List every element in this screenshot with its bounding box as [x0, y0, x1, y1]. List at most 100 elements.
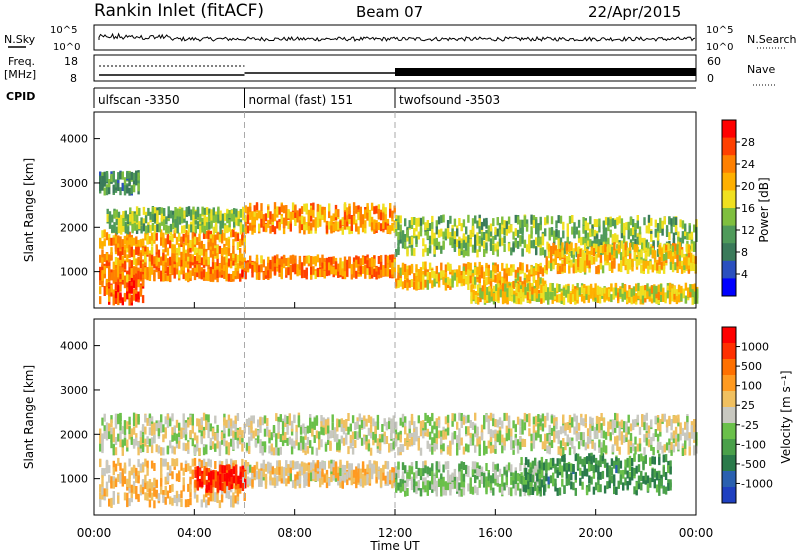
scatter-cell: [200, 240, 203, 249]
scatter-cell: [446, 482, 450, 491]
scatter-cell: [218, 500, 222, 509]
scatter-cell: [182, 233, 185, 242]
scatter-cell: [110, 434, 113, 443]
scatter-cell: [305, 222, 308, 231]
scatter-cell: [343, 271, 347, 280]
scatter-cell: [117, 177, 120, 186]
scatter-cell: [157, 493, 161, 502]
scatter-cell: [693, 283, 697, 292]
scatter-cell: [310, 207, 313, 216]
scatter-cell: [512, 243, 515, 252]
scatter-cell: [236, 263, 240, 272]
scatter-cell: [117, 225, 121, 234]
scatter-cell: [381, 424, 384, 432]
scatter-cell: [658, 265, 661, 274]
scatter-cell: [378, 442, 382, 451]
scatter-cell: [202, 447, 206, 456]
scatter-cell: [157, 253, 161, 262]
scatter-cell: [373, 226, 376, 234]
date-title: 22/Apr/2015: [588, 3, 681, 21]
scatter-cell: [490, 293, 493, 302]
scatter-cell: [105, 429, 109, 438]
scatter-cell: [580, 285, 584, 294]
scatter-cell: [236, 413, 240, 421]
scatter-cell: [175, 266, 179, 275]
scatter-cell: [338, 439, 341, 448]
scatter-cell: [435, 470, 438, 479]
scatter-cell: [367, 443, 371, 452]
scatter-cell: [219, 210, 222, 219]
scatter-cell: [114, 275, 118, 284]
scatter-cell: [279, 446, 282, 455]
scatter-cell: [364, 225, 367, 234]
scatter-cell: [296, 210, 299, 219]
scatter-cell: [678, 247, 682, 256]
scatter-cell: [623, 222, 626, 231]
scatter-cell: [494, 274, 497, 283]
scatter-cell: [471, 486, 475, 495]
scatter-cell: [117, 247, 120, 256]
scatter-cell: [652, 241, 655, 250]
scatter-cell: [260, 210, 263, 219]
scatter-cell: [157, 428, 161, 437]
scatter-cell: [351, 415, 355, 424]
scatter-cell: [611, 218, 615, 227]
scatter-cell: [110, 476, 113, 485]
scatter-cell: [375, 271, 378, 280]
scatter-cell: [132, 412, 136, 421]
scatter-cell: [435, 488, 438, 497]
colorbar-tick-label: 12: [741, 224, 755, 237]
scatter-cell: [271, 263, 274, 272]
scatter-cell: [601, 265, 605, 274]
scatter-cell: [505, 477, 508, 486]
scatter-cell: [187, 230, 190, 239]
scatter-cell: [460, 479, 463, 488]
scatter-cell: [193, 236, 197, 245]
scatter-cell: [372, 418, 375, 427]
scatter-cell: [150, 246, 154, 255]
scatter-cell: [668, 282, 672, 291]
scatter-cell: [236, 233, 240, 242]
scatter-cell: [137, 441, 140, 450]
scatter-cell: [174, 219, 177, 228]
scatter-cell: [232, 430, 235, 439]
scatter-cell: [244, 471, 247, 479]
scatter-cell: [108, 220, 112, 229]
scatter-cell: [217, 206, 220, 215]
scatter-cell: [449, 264, 452, 273]
scatter-cell: [413, 281, 416, 290]
scatter-cell: [528, 282, 532, 291]
scatter-cell: [602, 220, 606, 229]
scatter-cell: [303, 226, 306, 235]
scatter-cell: [130, 237, 133, 246]
scatter-cell: [282, 475, 286, 484]
scatter-cell: [597, 246, 600, 255]
scatter-cell: [677, 284, 681, 293]
scatter-cell: [385, 436, 389, 444]
scatter-cell: [435, 226, 438, 235]
scatter-cell: [207, 482, 211, 491]
scatter-cell: [124, 210, 127, 219]
scatter-cell: [503, 482, 506, 491]
scatter-cell: [171, 445, 174, 454]
scatter-cell: [559, 244, 563, 252]
scatter-cell: [470, 284, 473, 293]
scatter-cell: [163, 222, 166, 231]
scatter-cell: [489, 270, 493, 279]
scatter-cell: [692, 263, 695, 271]
scatter-cell: [220, 229, 224, 238]
scatter-cell: [205, 446, 208, 455]
scatter-cell: [667, 243, 670, 252]
scatter-cell: [198, 241, 201, 250]
scatter-cell: [160, 463, 163, 472]
scatter-cell: [115, 217, 118, 226]
scatter-cell: [278, 460, 281, 469]
scatter-cell: [225, 260, 228, 269]
scatter-cell: [391, 222, 394, 231]
scatter-cell: [336, 442, 339, 451]
scatter-cell: [675, 296, 679, 305]
scatter-cell: [611, 246, 614, 255]
scatter-cell: [112, 447, 115, 456]
scatter-cell: [497, 287, 500, 296]
scatter-cell: [428, 235, 432, 244]
